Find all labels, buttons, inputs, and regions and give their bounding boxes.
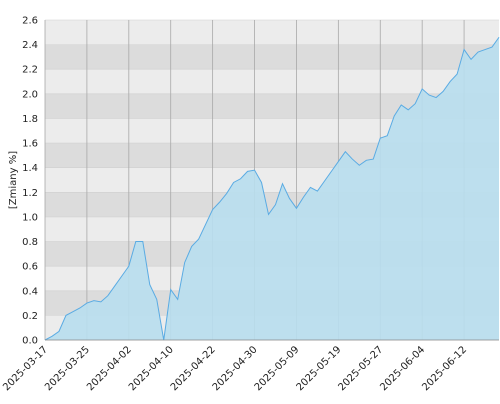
y-tick-label: 0.0 xyxy=(22,336,38,347)
y-axis-title: [Zmiany %] xyxy=(8,151,19,209)
y-tick-label: 2.2 xyxy=(22,65,38,76)
area-line xyxy=(44,36,500,341)
area-fill xyxy=(45,37,499,340)
y-tick-label: 2.4 xyxy=(22,40,38,51)
y-tick-label: 2.0 xyxy=(22,89,38,100)
y-tick-label: 1.0 xyxy=(22,212,38,223)
y-tick-label: 1.4 xyxy=(22,163,38,174)
y-tick-label: 0.6 xyxy=(22,262,38,273)
y-tick-label: 0.8 xyxy=(22,237,38,248)
y-tick-label: 1.8 xyxy=(22,114,38,125)
y-tick-label: 1.2 xyxy=(22,188,38,199)
y-tick-label: 0.2 xyxy=(22,311,38,322)
y-tick-label: 0.4 xyxy=(22,286,38,297)
plot-band xyxy=(45,44,499,70)
y-tick-label: 2.6 xyxy=(22,16,38,27)
plot-band xyxy=(45,20,499,45)
x-tick-label: 2025-06-12 xyxy=(420,344,469,393)
y-tick-label: 1.6 xyxy=(22,139,38,150)
plot-band xyxy=(45,69,499,94)
